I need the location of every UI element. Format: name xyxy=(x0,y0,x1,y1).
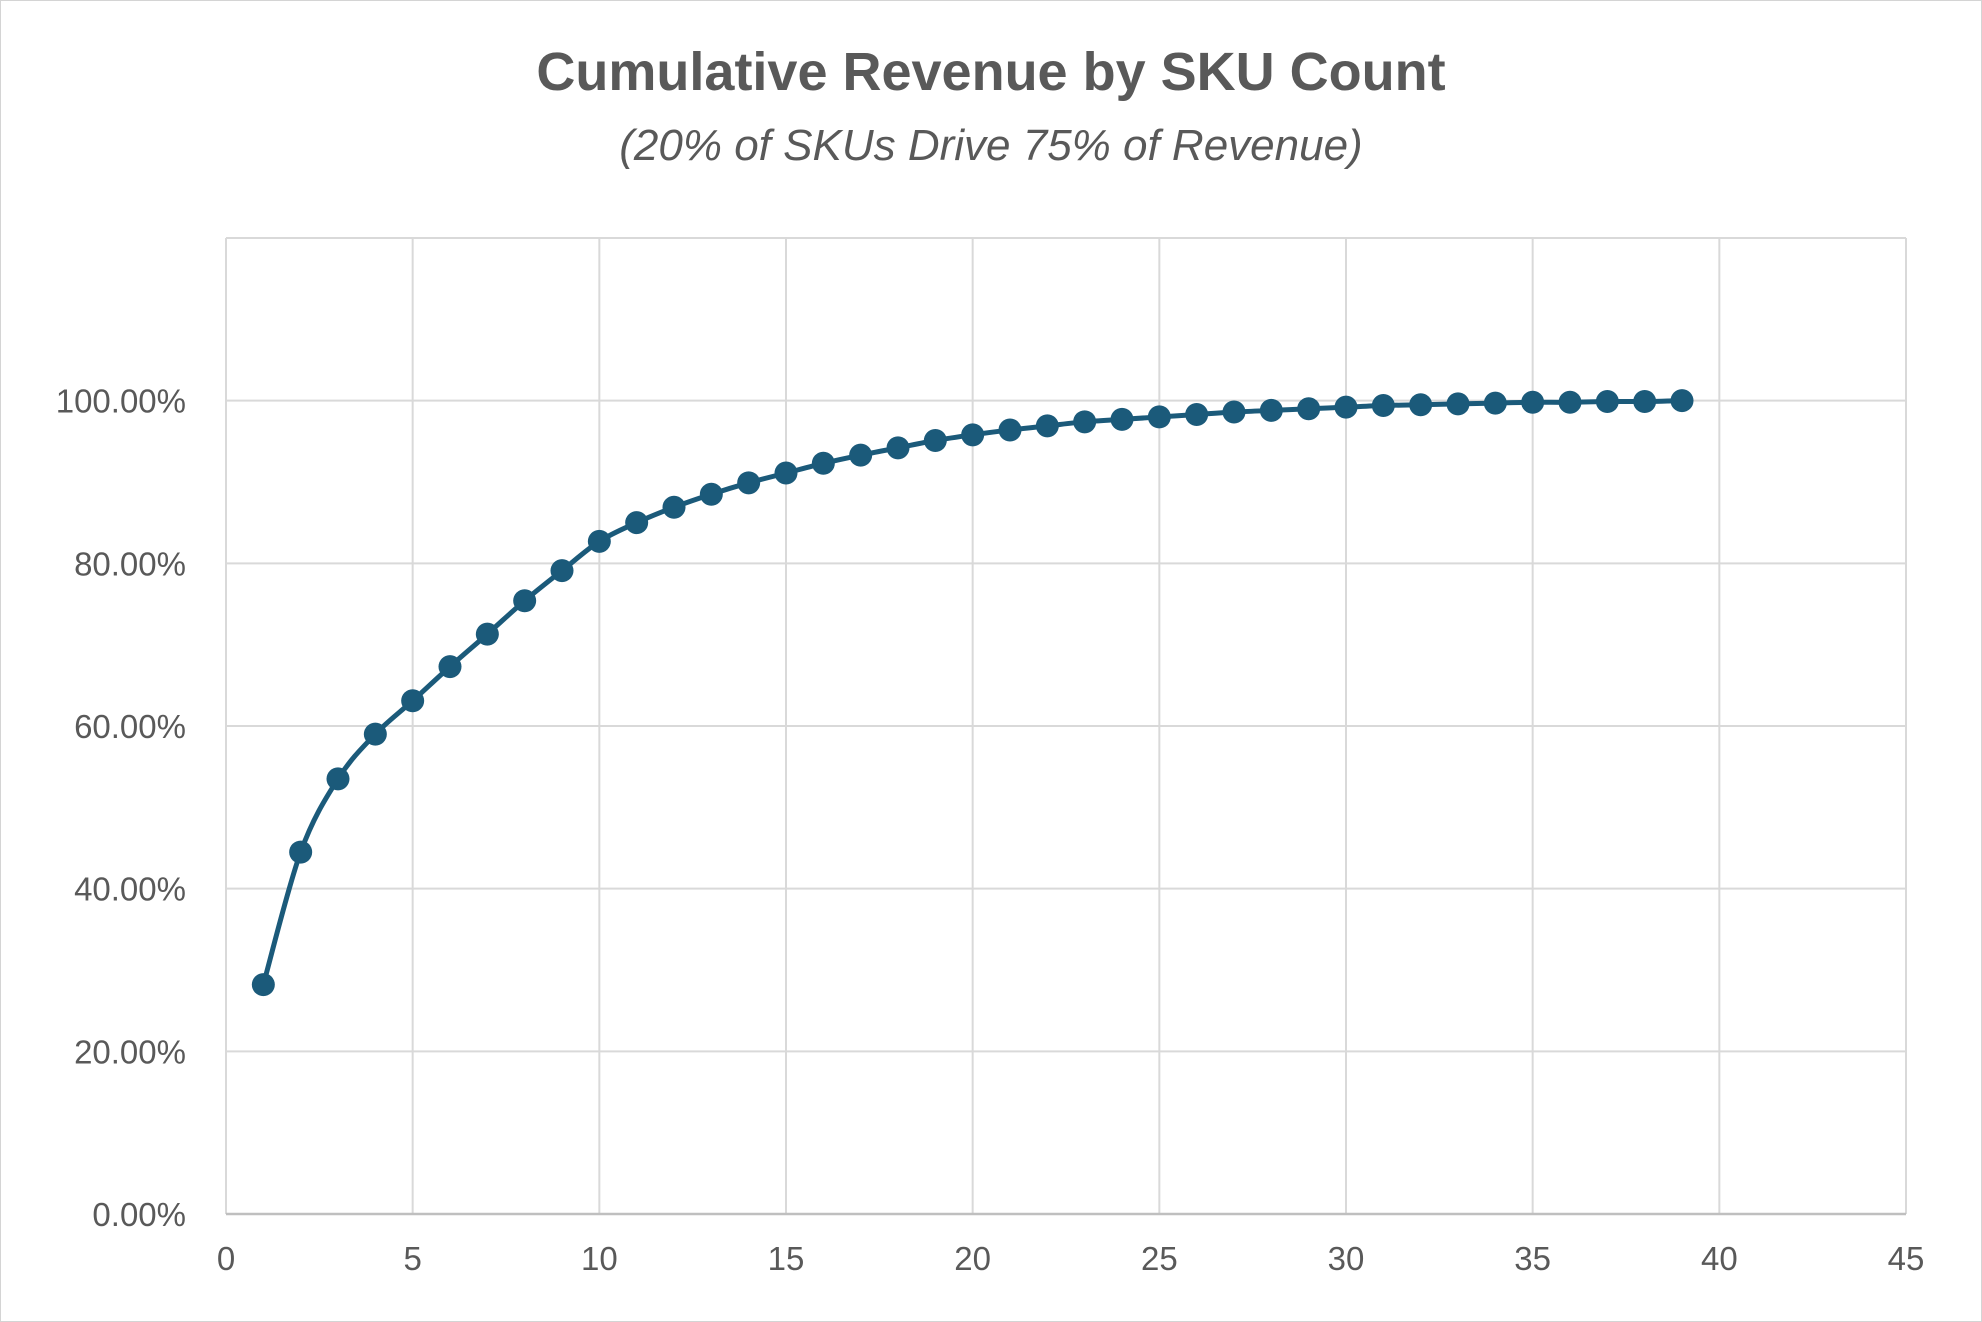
data-point xyxy=(1110,407,1134,431)
data-point xyxy=(475,622,499,646)
data-point xyxy=(662,495,686,519)
y-tick-label: 100.00% xyxy=(56,383,186,420)
y-tick-label: 0.00% xyxy=(92,1196,186,1233)
series-markers xyxy=(251,389,1694,997)
data-point xyxy=(1409,393,1433,417)
data-point xyxy=(1222,400,1246,424)
data-point xyxy=(1371,394,1395,418)
x-tick-label: 40 xyxy=(1701,1240,1738,1277)
data-point xyxy=(1073,410,1097,434)
data-point xyxy=(513,589,537,613)
data-point xyxy=(1446,392,1470,416)
data-point xyxy=(849,443,873,467)
data-point xyxy=(998,418,1022,442)
y-tick-label: 20.00% xyxy=(74,1033,186,1070)
data-point xyxy=(326,767,350,791)
data-point xyxy=(550,559,574,583)
x-tick-label: 25 xyxy=(1141,1240,1178,1277)
x-tick-label: 15 xyxy=(768,1240,805,1277)
data-point xyxy=(1185,402,1209,426)
x-tick-labels: 0 5 10 15 20 25 30 35 40 45 xyxy=(217,1240,1925,1277)
y-tick-label: 40.00% xyxy=(74,871,186,908)
y-tick-labels: 0.00% 20.00% 40.00% 60.00% 80.00% 100.00% xyxy=(56,383,186,1233)
chart-title: Cumulative Revenue by SKU Count xyxy=(536,42,1446,102)
x-tick-label: 30 xyxy=(1328,1240,1365,1277)
data-point xyxy=(625,511,649,535)
data-point xyxy=(1521,390,1545,414)
data-point xyxy=(1297,397,1321,421)
data-point xyxy=(1147,405,1171,429)
data-point xyxy=(923,429,947,453)
data-point xyxy=(737,471,761,495)
data-point xyxy=(1633,389,1657,413)
data-point xyxy=(886,436,910,460)
data-point xyxy=(1558,390,1582,414)
data-point xyxy=(438,655,462,679)
data-point xyxy=(774,461,798,485)
data-point xyxy=(699,482,723,506)
data-point xyxy=(251,973,275,997)
x-tick-label: 20 xyxy=(954,1240,991,1277)
data-point xyxy=(961,423,985,447)
data-point xyxy=(363,722,387,746)
x-tick-label: 5 xyxy=(403,1240,421,1277)
data-point xyxy=(1595,389,1619,413)
data-point xyxy=(1259,398,1283,422)
gridlines xyxy=(225,237,1907,1215)
data-point xyxy=(1670,389,1694,413)
data-point xyxy=(811,451,835,475)
x-tick-label: 45 xyxy=(1888,1240,1925,1277)
y-tick-label: 80.00% xyxy=(74,545,186,582)
data-point xyxy=(1483,391,1507,415)
data-point xyxy=(1334,395,1358,419)
data-point xyxy=(289,840,313,864)
data-point xyxy=(1035,414,1059,438)
data-point xyxy=(587,529,611,553)
y-tick-label: 60.00% xyxy=(74,708,186,745)
x-tick-label: 35 xyxy=(1514,1240,1551,1277)
x-tick-label: 0 xyxy=(217,1240,235,1277)
data-point xyxy=(401,689,425,713)
chart-subtitle: (20% of SKUs Drive 75% of Revenue) xyxy=(619,121,1363,170)
x-tick-label: 10 xyxy=(581,1240,618,1277)
